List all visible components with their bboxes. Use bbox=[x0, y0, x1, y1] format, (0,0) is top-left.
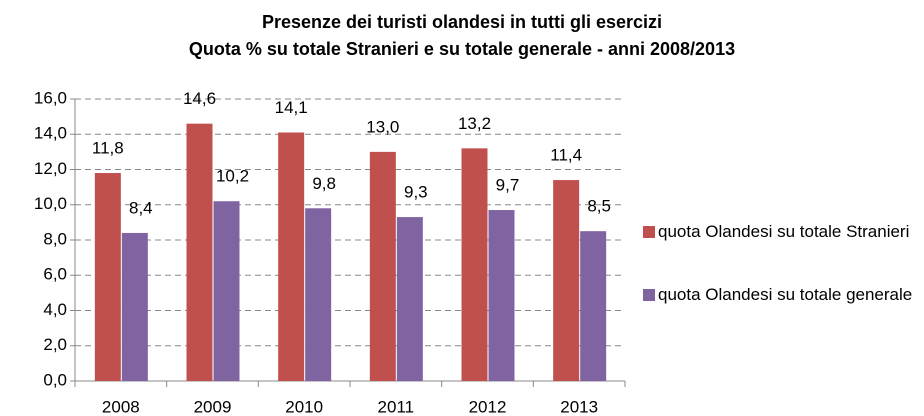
x-tick-label: 2008 bbox=[102, 397, 140, 416]
y-tick-label: 16,0 bbox=[34, 88, 67, 107]
x-tick-label: 2012 bbox=[469, 397, 507, 416]
bar bbox=[278, 132, 305, 381]
value-label: 9,3 bbox=[404, 183, 428, 202]
y-tick-label: 6,0 bbox=[43, 265, 67, 284]
value-label: 14,1 bbox=[275, 98, 308, 117]
bar bbox=[461, 148, 488, 381]
x-tick-label: 2013 bbox=[560, 397, 598, 416]
value-label: 9,7 bbox=[496, 176, 520, 195]
bar bbox=[396, 217, 423, 381]
x-tick-label: 2009 bbox=[194, 397, 232, 416]
bar bbox=[488, 210, 515, 381]
bar bbox=[94, 173, 121, 381]
legend-item: quota Olandesi su totale generale bbox=[643, 283, 913, 307]
legend-swatch bbox=[643, 289, 655, 301]
bar bbox=[213, 201, 240, 381]
y-tick-label: 2,0 bbox=[43, 335, 67, 354]
legend-label: quota Olandesi su totale Stranieri bbox=[658, 222, 910, 241]
bar bbox=[369, 151, 396, 381]
y-tick-label: 0,0 bbox=[43, 370, 67, 389]
value-label: 11,4 bbox=[550, 146, 582, 165]
y-tick-label: 14,0 bbox=[34, 124, 67, 143]
legend-swatch bbox=[643, 226, 655, 238]
value-label: 14,6 bbox=[183, 89, 216, 108]
y-tick-label: 4,0 bbox=[43, 300, 67, 319]
bar bbox=[305, 208, 332, 381]
y-tick-label: 10,0 bbox=[34, 194, 67, 213]
y-tick-label: 8,0 bbox=[43, 229, 67, 248]
value-label: 8,5 bbox=[587, 197, 611, 216]
bar bbox=[121, 232, 148, 381]
y-tick-label: 12,0 bbox=[34, 159, 67, 178]
bar bbox=[553, 180, 580, 381]
chart-title: Presenze dei turisti olandesi in tutti g… bbox=[262, 12, 662, 32]
value-label: 13,2 bbox=[458, 114, 491, 133]
legend-item: quota Olandesi su totale Stranieri bbox=[643, 220, 913, 244]
value-label: 8,4 bbox=[129, 198, 153, 217]
x-tick-label: 2011 bbox=[378, 397, 415, 416]
value-label: 11,8 bbox=[92, 139, 124, 158]
chart-subtitle: Quota % su totale Stranieri e su totale … bbox=[189, 39, 735, 59]
bar bbox=[186, 123, 213, 382]
value-label: 10,2 bbox=[216, 167, 249, 186]
legend-label: quota Olandesi su totale generale bbox=[658, 285, 913, 304]
x-tick-label: 2010 bbox=[285, 397, 323, 416]
value-label: 13,0 bbox=[366, 117, 399, 136]
value-label: 9,8 bbox=[312, 174, 336, 193]
bar bbox=[580, 231, 607, 381]
